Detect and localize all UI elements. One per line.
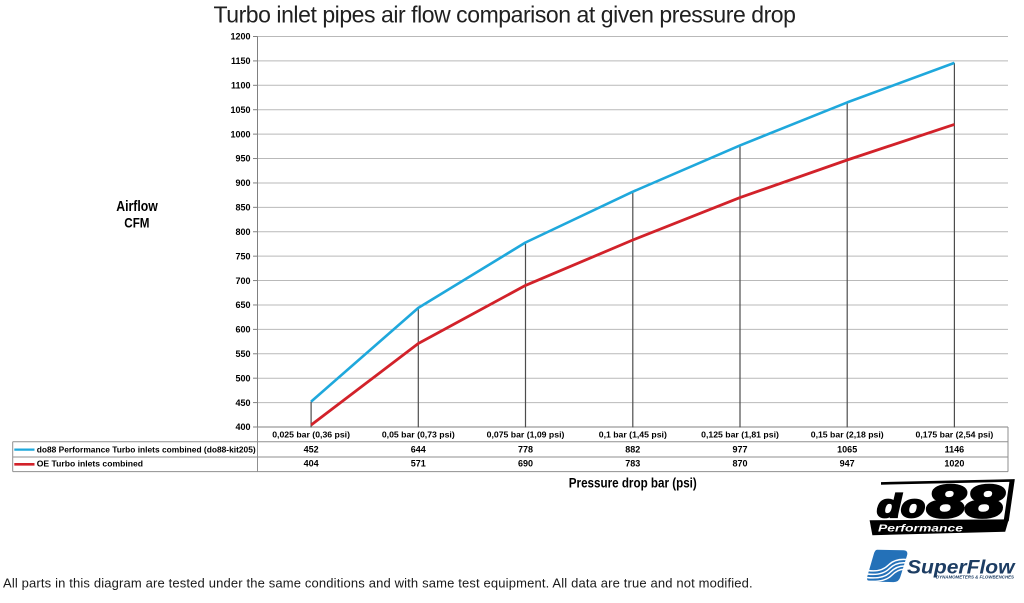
svg-text:571: 571 — [411, 459, 426, 469]
svg-text:644: 644 — [411, 444, 426, 454]
svg-text:Airflow: Airflow — [116, 198, 158, 215]
svg-text:88: 88 — [927, 476, 1004, 527]
svg-text:850: 850 — [235, 203, 250, 213]
svg-text:CFM: CFM — [124, 215, 149, 230]
svg-text:900: 900 — [235, 178, 250, 188]
svg-text:SuperFlow: SuperFlow — [907, 557, 1016, 579]
svg-text:870: 870 — [732, 459, 747, 469]
svg-text:600: 600 — [235, 325, 250, 335]
svg-text:450: 450 — [235, 398, 250, 408]
svg-text:700: 700 — [235, 276, 250, 286]
svg-text:452: 452 — [304, 444, 319, 454]
svg-text:DYNAMOMETERS & FLOWBENCHES: DYNAMOMETERS & FLOWBENCHES — [936, 575, 1015, 580]
svg-text:0,1 bar (1,45 psi): 0,1 bar (1,45 psi) — [599, 429, 667, 439]
svg-text:do88 Performance Turbo inlets: do88 Performance Turbo inlets combined (… — [37, 444, 256, 454]
svg-text:650: 650 — [235, 300, 250, 310]
svg-text:977: 977 — [732, 444, 747, 454]
svg-text:All parts in this diagram are: All parts in this diagram are tested und… — [3, 576, 753, 591]
svg-text:0,125 bar (1,81 psi): 0,125 bar (1,81 psi) — [701, 429, 779, 439]
svg-text:1065: 1065 — [837, 444, 857, 454]
svg-text:947: 947 — [840, 459, 855, 469]
svg-text:778: 778 — [518, 444, 533, 454]
svg-text:1150: 1150 — [231, 56, 251, 66]
svg-text:1200: 1200 — [230, 32, 250, 42]
svg-text:OE Turbo inlets combined: OE Turbo inlets combined — [37, 459, 143, 469]
svg-text:1020: 1020 — [944, 459, 964, 469]
svg-text:500: 500 — [235, 373, 250, 383]
svg-text:800: 800 — [235, 227, 250, 237]
svg-text:400: 400 — [235, 422, 250, 432]
svg-text:750: 750 — [235, 251, 250, 261]
svg-text:1050: 1050 — [230, 105, 250, 115]
svg-text:0,05 bar (0,73 psi): 0,05 bar (0,73 psi) — [382, 429, 455, 439]
svg-text:0,175 bar (2,54 psi): 0,175 bar (2,54 psi) — [916, 429, 994, 439]
svg-text:950: 950 — [235, 154, 250, 164]
svg-text:0,15 bar (2,18 psi): 0,15 bar (2,18 psi) — [811, 429, 884, 439]
svg-text:550: 550 — [235, 349, 250, 359]
svg-text:1000: 1000 — [230, 129, 250, 139]
svg-text:690: 690 — [518, 459, 533, 469]
svg-text:Turbo inlet pipes air flow com: Turbo inlet pipes air flow comparison at… — [214, 2, 796, 28]
svg-text:882: 882 — [625, 444, 640, 454]
svg-text:783: 783 — [625, 459, 640, 469]
svg-text:1146: 1146 — [945, 444, 965, 454]
svg-text:404: 404 — [304, 459, 319, 469]
svg-text:0,075 bar (1,09 psi): 0,075 bar (1,09 psi) — [487, 429, 565, 439]
svg-text:Pressure drop bar (psi): Pressure drop bar (psi) — [569, 476, 697, 491]
svg-text:Performance: Performance — [878, 524, 964, 535]
svg-text:1100: 1100 — [231, 81, 251, 91]
svg-text:do: do — [877, 488, 925, 524]
svg-text:0,025 bar (0,36 psi): 0,025 bar (0,36 psi) — [272, 429, 350, 439]
